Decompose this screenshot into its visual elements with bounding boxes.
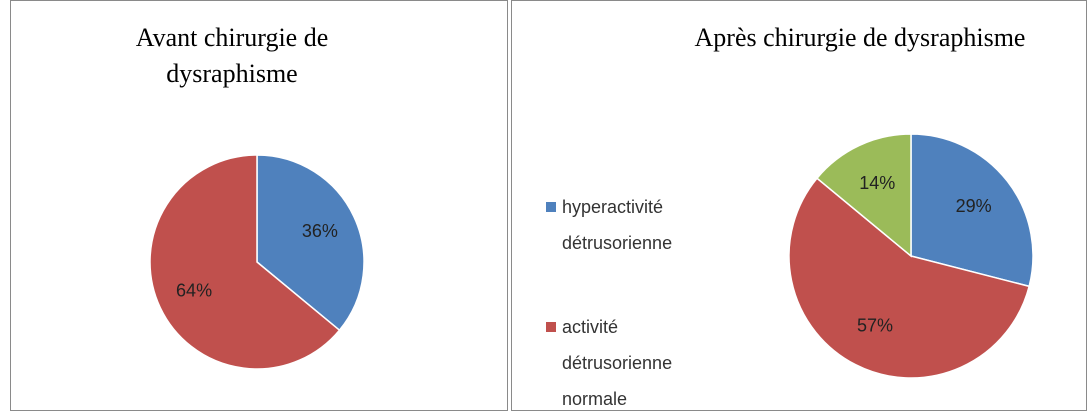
slice-label: 14% xyxy=(859,173,895,193)
legend-swatch xyxy=(546,322,556,332)
legend-label: hyperactivité détrusorienne xyxy=(562,197,673,253)
legend-entry: activité détrusorienne normale xyxy=(546,309,702,417)
chart-title: Après chirurgie de dysraphisme xyxy=(694,23,1026,52)
slice-label: 36% xyxy=(302,221,338,241)
right-panel xyxy=(511,0,1087,411)
pie-slice xyxy=(788,177,1031,379)
legend-entry: hyperactivité détrusorienne xyxy=(546,189,702,261)
pie-slice xyxy=(256,154,365,332)
slice-label: 64% xyxy=(176,280,212,300)
slice-label: 29% xyxy=(956,196,992,216)
pie-slice xyxy=(815,133,912,258)
legend-label: activité détrusorienne normale xyxy=(562,317,673,409)
slice-label: 57% xyxy=(857,315,893,335)
chart-title: Avant chirurgie de dysraphisme xyxy=(135,23,329,88)
left-panel xyxy=(10,0,508,411)
pie-slice xyxy=(149,154,341,370)
legend-swatch xyxy=(546,202,556,212)
pie-slice xyxy=(910,133,1034,288)
